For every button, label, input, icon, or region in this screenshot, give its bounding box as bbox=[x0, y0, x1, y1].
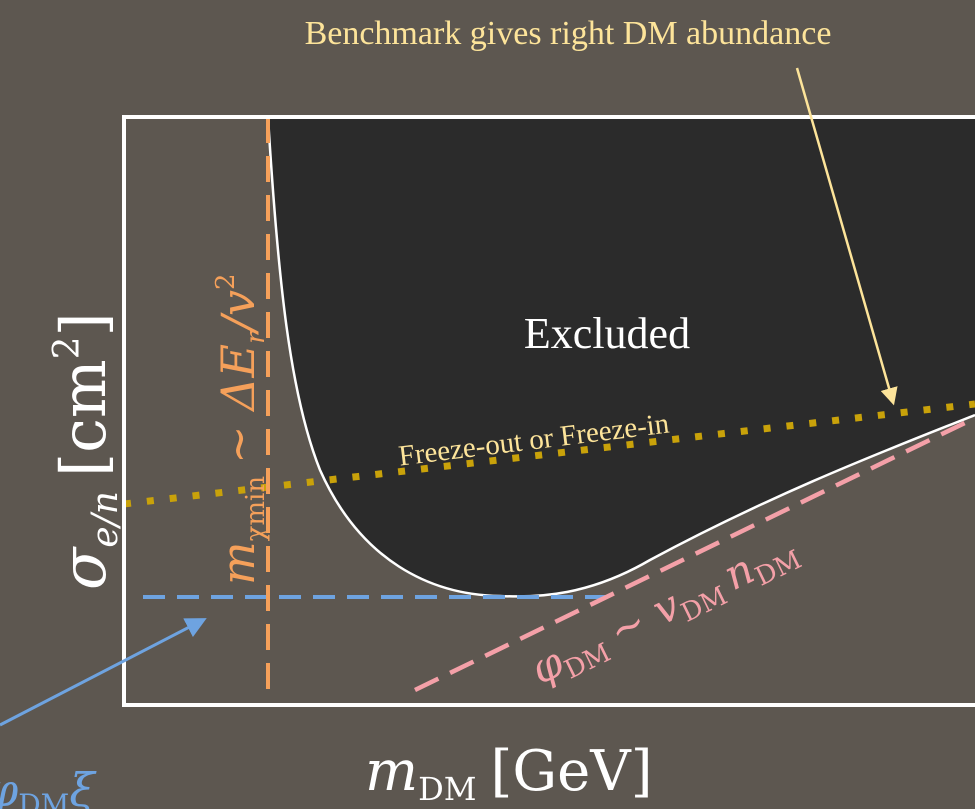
mass-m: m bbox=[211, 541, 265, 585]
mass-sup: 2 bbox=[211, 273, 241, 290]
y-unit-sup: 2 bbox=[47, 336, 88, 359]
x-sym: m bbox=[365, 739, 418, 804]
mass-sub: χmin bbox=[241, 476, 271, 542]
mass-rel: ∼ ΔE bbox=[211, 344, 265, 464]
bl-sub: DM bbox=[18, 788, 69, 809]
benchmark-arrow bbox=[795, 67, 898, 406]
y-unit-open: [cm bbox=[47, 359, 120, 477]
y-sym: σ bbox=[47, 546, 120, 590]
y-axis-label: σe/n [cm2] bbox=[47, 312, 126, 590]
mass-threshold-label: mχmin ∼ ΔEr/v2 bbox=[211, 273, 271, 585]
y-sub: e/n bbox=[85, 491, 126, 548]
pink-dashed-line bbox=[414, 415, 975, 693]
x-axis-label: mDM [GeV] bbox=[365, 739, 653, 808]
blue-arrow bbox=[0, 618, 207, 727]
benchmark-note: Benchmark gives right DM abundance bbox=[305, 15, 832, 52]
x-unit: [GeV] bbox=[491, 739, 653, 804]
mass-sub2: r bbox=[241, 330, 271, 344]
excluded-region bbox=[268, 117, 975, 597]
bl-phi: φ bbox=[0, 763, 19, 809]
mass-tail: /v bbox=[211, 290, 265, 336]
flux-label: φDM∼ vDMnDM bbox=[523, 523, 807, 698]
bl-xi: ξ bbox=[69, 763, 97, 809]
freeze-dotted-line bbox=[123, 400, 975, 508]
bottom-left-label: φDMξ bbox=[0, 763, 97, 809]
excluded-label: Excluded bbox=[524, 309, 690, 358]
y-unit-close: ] bbox=[47, 312, 120, 336]
x-sub: DM bbox=[418, 770, 476, 808]
plot-frame bbox=[122, 115, 975, 707]
flux-rel: ∼ v bbox=[601, 580, 688, 656]
